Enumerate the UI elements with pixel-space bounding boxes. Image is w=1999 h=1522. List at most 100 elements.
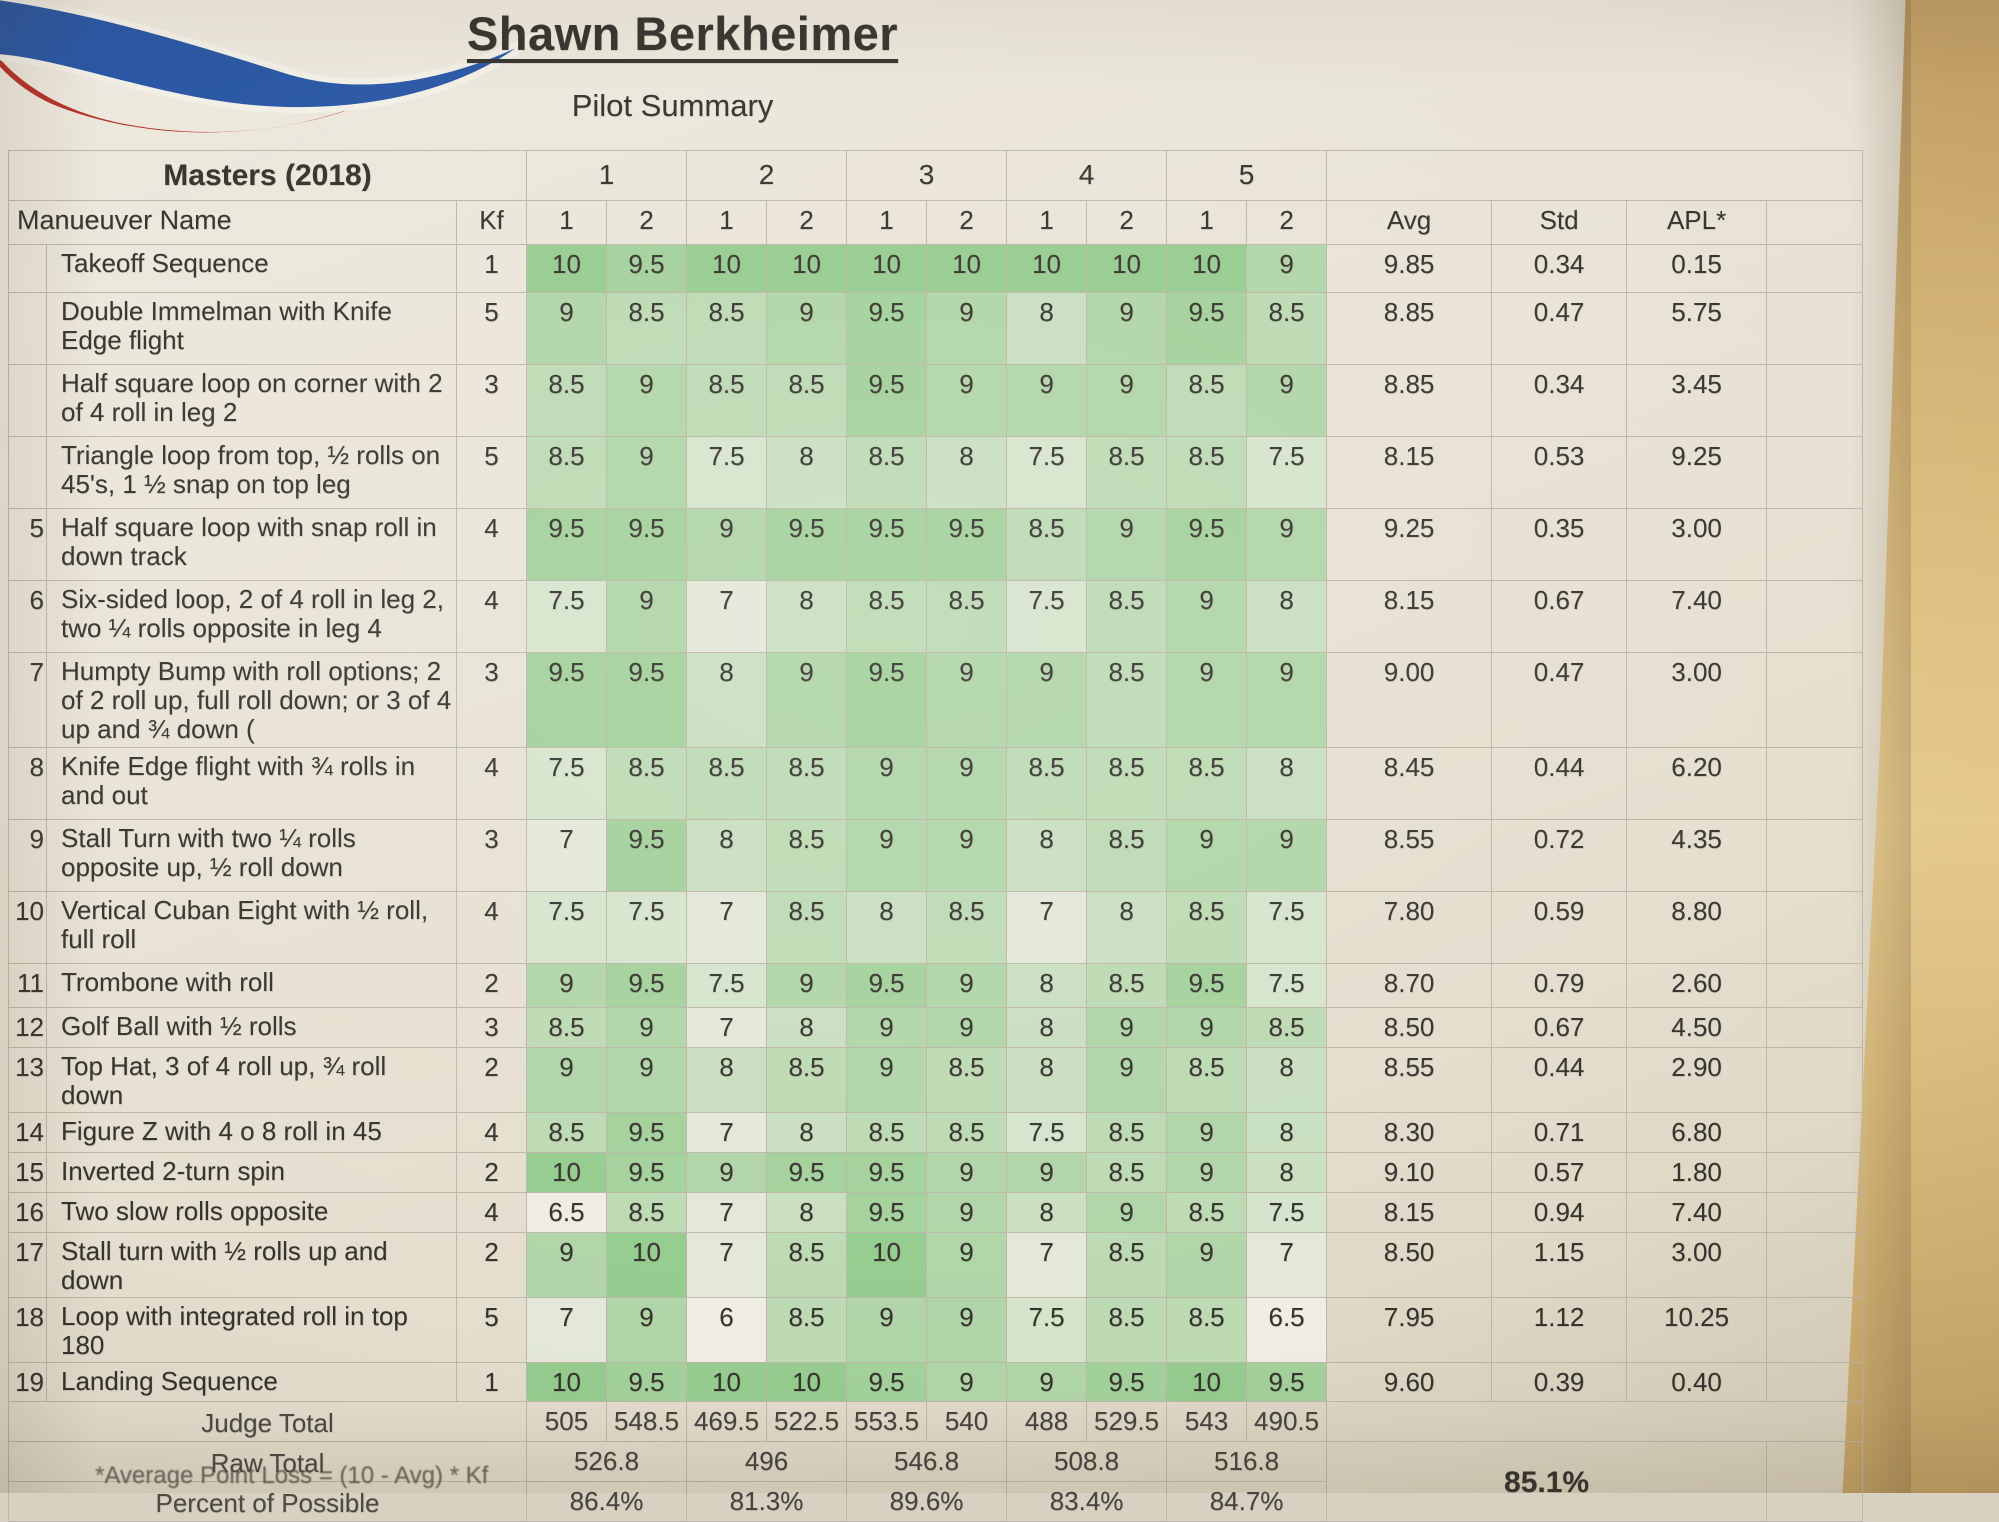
class-header-cell: Masters (2018) (8, 150, 527, 201)
maneuver-row: 8 Knife Edge flight with ¾ rolls in and o… (8, 747, 1864, 820)
blank-cell (1326, 1401, 1864, 1442)
score-cell: 9.5 (926, 508, 1008, 581)
score-cell: 8 (1246, 1047, 1328, 1113)
avg-cell: 8.55 (1326, 1047, 1493, 1113)
score-cell: 9.5 (846, 1192, 928, 1233)
score-cell: 7 (686, 1112, 768, 1153)
score-cell: 9 (926, 1362, 1008, 1402)
score-cell: 9 (1086, 508, 1168, 581)
blank-cell (1766, 580, 1864, 653)
std-cell: 0.34 (1491, 244, 1628, 293)
blank-cell (1766, 1362, 1864, 1402)
maneuver-number-cell: 15 (8, 1152, 47, 1193)
score-cell: 9 (526, 963, 607, 1008)
score-cell: 8.5 (1166, 747, 1248, 820)
maneuver-number-cell: 19 (8, 1362, 47, 1402)
apl-cell: 3.45 (1626, 364, 1768, 437)
maneuver-number-cell: 12 (8, 1007, 47, 1048)
std-header: Std (1491, 200, 1628, 245)
judge-number-header: 2 (1246, 200, 1328, 245)
score-cell: 9.5 (846, 1152, 928, 1193)
score-cell: 9 (1006, 364, 1088, 437)
maneuver-name-cell: Half square loop with snap roll in down … (46, 508, 457, 581)
score-cell: 8.5 (686, 747, 768, 820)
score-cell: 7.5 (1246, 436, 1328, 509)
blank-cell (1766, 963, 1864, 1008)
maneuver-number-cell: 17 (8, 1232, 47, 1298)
score-cell: 9 (926, 963, 1008, 1008)
score-cell: 9.5 (846, 963, 928, 1008)
score-cell: 8 (766, 1112, 848, 1153)
maneuver-name-cell: Golf Ball with ½ rolls (46, 1007, 457, 1048)
score-cell: 6 (686, 1297, 768, 1363)
kf-cell: 2 (456, 1152, 527, 1193)
raw-total-cell: 496 (686, 1441, 848, 1482)
summary-subtitle: Pilot Summary (571, 88, 774, 123)
score-cell: 10 (605, 1232, 688, 1298)
flight-number-header: 5 (1166, 150, 1328, 201)
apl-cell: 10.25 (1626, 1297, 1768, 1363)
score-cell: 8.5 (766, 1047, 848, 1113)
kf-cell: 4 (456, 1112, 527, 1153)
score-cell: 8 (1006, 1192, 1088, 1233)
blank-cell (1766, 1007, 1864, 1048)
maneuver-name-header: Manueuver Name (8, 200, 457, 245)
score-cell: 10 (526, 244, 607, 293)
score-cell: 9 (1246, 244, 1328, 293)
score-cell: 9 (605, 1007, 688, 1048)
apl-cell: 8.80 (1626, 891, 1768, 964)
apl-footnote: *Average Point Loss = (10 - Avg) * Kf (95, 1462, 489, 1489)
score-cell: 9 (1006, 1362, 1088, 1402)
score-cell: 9 (1166, 1152, 1248, 1193)
score-cell: 7.5 (1246, 891, 1328, 964)
kf-cell: 4 (456, 747, 527, 820)
raw-total-cell: 516.8 (1166, 1441, 1328, 1482)
judge-total-cell: 488 (1006, 1401, 1088, 1442)
score-cell: 8.5 (1086, 747, 1168, 820)
score-cell: 7 (686, 1232, 768, 1298)
apl-cell: 6.20 (1626, 747, 1768, 820)
score-cell: 7 (526, 1297, 607, 1363)
score-cell: 9.5 (605, 819, 688, 892)
std-cell: 0.53 (1491, 436, 1628, 509)
score-cell: 8.5 (1086, 1297, 1168, 1363)
score-cell: 7 (1246, 1232, 1328, 1298)
score-cell: 8 (1246, 1152, 1328, 1193)
kf-header: Kf (456, 200, 527, 245)
score-cell: 7.5 (686, 963, 768, 1008)
score-cell: 8.5 (926, 1112, 1008, 1153)
apl-cell: 0.40 (1626, 1362, 1768, 1402)
score-cell: 10 (526, 1362, 607, 1402)
percent-of-possible-cell: 84.7% (1166, 1481, 1328, 1522)
score-cell: 9.5 (605, 244, 688, 293)
score-cell: 8.5 (926, 1047, 1008, 1113)
score-cell: 8 (1246, 580, 1328, 653)
score-cell: 7.5 (1006, 1112, 1088, 1153)
score-cell: 9 (926, 1297, 1008, 1363)
maneuver-number-cell: 8 (8, 747, 47, 820)
score-cell: 10 (686, 1362, 768, 1402)
judge-total-cell: 522.5 (766, 1401, 848, 1442)
kf-cell: 2 (456, 963, 527, 1008)
maneuver-name-cell: Humpty Bump with roll options; 2 of 2 ro… (46, 652, 457, 748)
score-cell: 9 (605, 436, 688, 509)
avg-cell: 8.55 (1326, 819, 1493, 892)
raw-total-cell: 546.8 (846, 1441, 1008, 1482)
score-cell: 9 (926, 1007, 1008, 1048)
score-cell: 7.5 (1006, 1297, 1088, 1363)
blank-cell (1766, 1112, 1864, 1153)
maneuver-row: 15 Inverted 2-turn spin 2 10 9.5 9 9.5 9.5 9 9 8.5… (8, 1152, 1864, 1193)
judge-total-cell: 529.5 (1086, 1401, 1168, 1442)
apl-cell: 9.25 (1626, 436, 1768, 509)
blank-header-cell (1326, 150, 1864, 201)
apl-cell: 7.40 (1626, 1192, 1768, 1233)
maneuver-name-cell: Six-sided loop, 2 of 4 roll in leg 2, tw… (46, 580, 457, 653)
apl-cell: 6.80 (1626, 1112, 1768, 1153)
kf-cell: 3 (456, 364, 527, 437)
avg-cell: 9.60 (1326, 1362, 1493, 1402)
score-cell: 8.5 (1166, 1297, 1248, 1363)
maneuver-name-cell: Vertical Cuban Eight with ½ roll, full r… (46, 891, 457, 964)
apl-cell: 0.15 (1626, 244, 1768, 293)
score-cell: 8.5 (846, 580, 928, 653)
score-cell: 9.5 (1166, 508, 1248, 581)
